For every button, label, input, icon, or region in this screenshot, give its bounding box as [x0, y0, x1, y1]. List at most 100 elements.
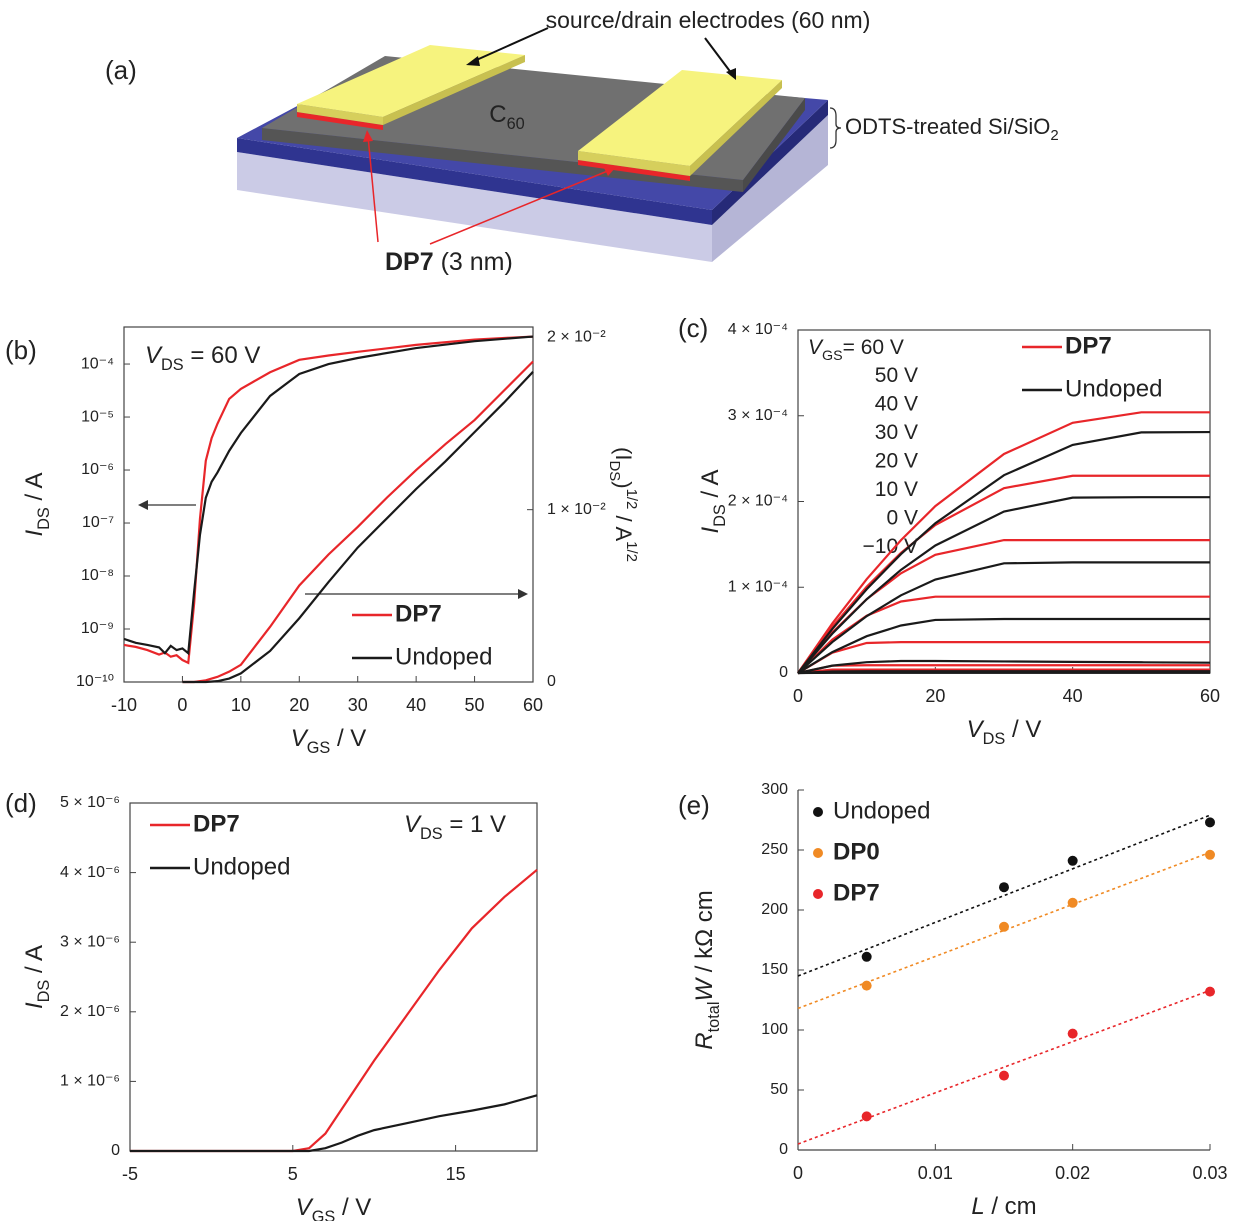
data-line [797, 670, 1210, 675]
data-point [1205, 817, 1215, 828]
x-tick-label: 50 [465, 695, 485, 715]
y-tick-label: 4 × 10⁻⁶ [60, 864, 120, 881]
y-axis-label: RtotalW / kΩ cm [691, 890, 723, 1049]
dopant-label-part: (3 nm) [434, 248, 513, 276]
y-tick-label: 1 × 10⁻⁶ [60, 1073, 120, 1090]
x-axis-label-part: / V [1005, 716, 1041, 743]
annotation-part: DS [420, 825, 443, 843]
c60-side [743, 98, 805, 192]
y-tick-label: 5 × 10⁻⁶ [60, 794, 120, 811]
y-axis-label-part: total [705, 1002, 723, 1033]
legend-label: DP7 [395, 600, 442, 627]
trend-line [797, 814, 1211, 977]
substrate-label: ODTS-treated Si/SiO2 [845, 114, 1059, 145]
gate-voltage-label: 30 V [875, 421, 918, 444]
x-tick-label: 5 [288, 1164, 298, 1184]
x-axis-label-part: / V [335, 1194, 371, 1221]
y2-axis-label-part: 1/2 [623, 489, 640, 510]
arrow-head [604, 167, 616, 176]
legend-label: DP7 [1065, 332, 1112, 359]
data-point [999, 882, 1009, 893]
y2-tick-label: 2 × 10⁻² [547, 329, 606, 346]
semiconductor-label-part: 60 [507, 115, 525, 133]
data-line [797, 561, 1210, 674]
panel-label: (e) [678, 790, 710, 820]
y-tick-label: 50 [770, 1081, 788, 1098]
x-tick-label: -10 [111, 695, 137, 715]
y-axis-label-part: I [697, 527, 724, 534]
x-axis-label-part: / V [330, 725, 366, 752]
electrode-side [383, 55, 525, 125]
x-tick-label: 40 [406, 695, 426, 715]
y-tick-label: 0 [779, 1141, 788, 1158]
arrow-head [466, 56, 480, 66]
y-axis-label-part: I [21, 1002, 48, 1009]
legend-label: Undoped [395, 643, 492, 670]
x-axis-label-part: / cm [985, 1193, 1037, 1220]
x-tick-label: 20 [289, 695, 309, 715]
dopant-layer [297, 112, 383, 130]
x-tick-label: 10 [231, 695, 251, 715]
y-tick-label: 4 × 10⁻⁴ [728, 321, 788, 338]
data-line [797, 617, 1210, 674]
electrode-label: source/drain electrodes (60 nm) [546, 7, 871, 33]
dopant-label: DP7 (3 nm) [385, 248, 513, 276]
y-axis-label-part: DS [711, 504, 729, 527]
panel-label: (b) [5, 335, 37, 365]
y-axis-label-part: DS [35, 980, 53, 1003]
panel-label: (a) [105, 55, 137, 85]
data-point [861, 980, 872, 991]
axis-arrow-head [518, 589, 528, 599]
x-tick-label: 0 [793, 1163, 803, 1183]
y-tick-label: 0 [779, 664, 788, 681]
data-point [1205, 986, 1215, 997]
gate-voltage-label: 10 V [875, 478, 918, 501]
trend-line [797, 989, 1211, 1145]
y-tick-label: 300 [761, 781, 788, 798]
data-line [797, 641, 1210, 674]
axis-arrow-head [138, 500, 148, 510]
x-tick-label: 60 [1200, 686, 1220, 706]
data-line [797, 595, 1210, 674]
gate-voltage-label-part: GS [822, 348, 843, 364]
x-axis-label-part: GS [307, 739, 331, 757]
x-tick-label: 20 [925, 686, 945, 706]
data-point [999, 921, 1009, 932]
gate-voltage-label: 50 V [875, 364, 918, 387]
legend-label: DP0 [833, 838, 880, 865]
data-line [182, 371, 534, 684]
gate-voltage-label-part: V [808, 336, 824, 359]
annotation-part: = 1 V [443, 811, 506, 838]
legend-label: Undoped [193, 853, 290, 880]
x-tick-label: -5 [122, 1164, 138, 1184]
arrow [471, 27, 549, 63]
brace [829, 107, 842, 149]
y-tick-label: 10⁻⁵ [81, 408, 114, 425]
x-axis-label-part: V [291, 725, 309, 752]
y-axis-label-part: R [691, 1032, 718, 1049]
annotation-part: DS [161, 356, 184, 374]
legend-label: DP7 [833, 879, 880, 906]
x-tick-label: 0 [793, 686, 803, 706]
c60-front [262, 128, 743, 192]
electrode-top [297, 45, 525, 117]
data-line [797, 430, 1211, 674]
annotation-part: V [404, 811, 422, 838]
y-tick-label: 150 [761, 961, 788, 978]
y-axis-label: IDS / A [697, 469, 729, 533]
y-axis-label-part: I [21, 530, 48, 537]
x-tick-label: 15 [446, 1164, 466, 1184]
y-tick-label: 200 [761, 901, 788, 918]
y-axis-label-part: / A [21, 945, 48, 980]
y-axis-label-part: / kΩ cm [691, 890, 718, 979]
x-axis-label-part: GS [312, 1208, 336, 1221]
arrow-head [726, 68, 736, 80]
arrow [367, 135, 379, 243]
legend-label: DP7 [193, 810, 240, 837]
gate-voltage-label: 20 V [875, 450, 918, 473]
x-axis-label-part: V [967, 716, 985, 743]
substrate-front [237, 152, 712, 262]
x-tick-label: 40 [1063, 686, 1083, 706]
